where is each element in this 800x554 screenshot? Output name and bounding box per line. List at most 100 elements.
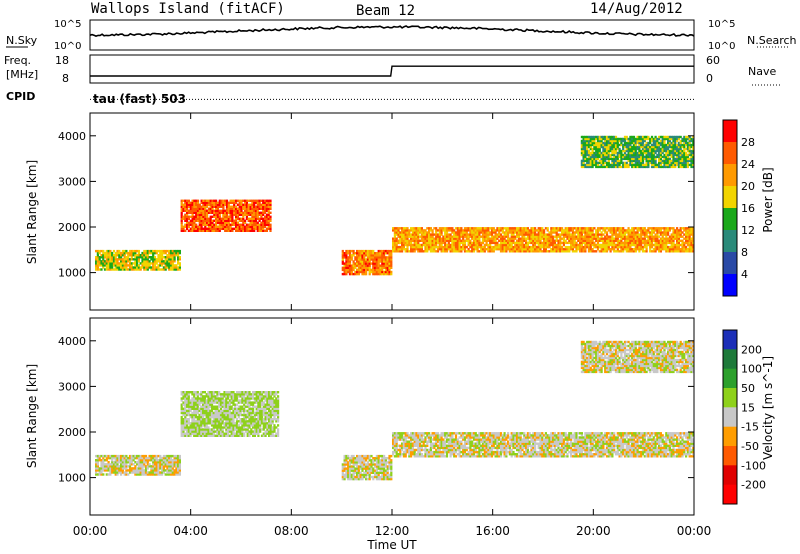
echo-cell <box>548 233 551 236</box>
echo-cell <box>235 211 238 214</box>
echo-cell <box>638 141 641 145</box>
echo-cell <box>417 231 420 234</box>
echo-cell <box>144 262 148 265</box>
cpid-label: CPID <box>6 90 35 103</box>
echo-cell <box>645 135 648 139</box>
echo-cell <box>116 262 119 265</box>
echo-cell <box>136 456 139 460</box>
echo-cell <box>134 258 137 261</box>
echo-cell <box>144 260 148 263</box>
echo-cell <box>616 157 619 161</box>
echo-cell <box>442 229 445 232</box>
echo-cell <box>180 221 183 224</box>
echo-cell <box>552 227 555 230</box>
echo-cell <box>548 237 551 240</box>
echo-cell <box>613 145 616 149</box>
echo-cell <box>193 415 196 419</box>
echo-cell <box>632 243 636 247</box>
echo-cell <box>377 262 380 265</box>
echo-cell <box>253 217 256 220</box>
echo-cell <box>595 229 598 232</box>
echo-cell <box>207 428 210 431</box>
echo-cell <box>189 430 192 433</box>
echo-cell <box>582 229 585 232</box>
echo-cell <box>641 143 645 147</box>
echo-cell <box>649 159 652 163</box>
echo-cell <box>184 201 187 204</box>
echo-cell <box>98 262 101 265</box>
echo-cell <box>159 268 162 271</box>
echo-cell <box>685 137 688 141</box>
echo-cell <box>236 217 239 220</box>
echo-cell <box>510 231 513 234</box>
echo-cell <box>598 151 601 155</box>
echo-cell <box>607 161 610 165</box>
echo-cell <box>625 141 628 145</box>
echo-cell <box>595 143 598 147</box>
echo-cell <box>649 151 652 155</box>
echo-cell <box>393 233 396 236</box>
echo-cell <box>112 260 116 263</box>
echo-cell <box>107 467 110 470</box>
echo-cell <box>171 471 174 474</box>
echo-cell <box>193 221 196 224</box>
echo-cell <box>505 235 508 238</box>
echo-cell <box>604 159 607 163</box>
echo-cell <box>623 229 627 232</box>
echo-cell <box>627 229 630 232</box>
echo-cell <box>659 245 662 249</box>
echo-cell <box>379 264 382 267</box>
echo-cell <box>420 248 423 251</box>
echo-cell <box>471 235 474 238</box>
echo-cell <box>262 227 265 230</box>
echo-cell <box>688 237 691 240</box>
echo-cell <box>589 233 592 236</box>
echo-cell <box>553 248 556 251</box>
echo-cell <box>211 205 214 208</box>
echo-cell <box>593 139 596 143</box>
echo-cell <box>462 237 465 240</box>
echo-cell <box>157 463 160 466</box>
echo-cell <box>120 456 123 460</box>
echo-cell <box>481 241 485 245</box>
echo-cell <box>656 147 659 151</box>
echo-cell <box>625 241 628 245</box>
echo-cell <box>381 266 384 269</box>
echo-cell <box>125 258 128 261</box>
echo-cell <box>625 155 628 159</box>
echo-cell <box>668 241 671 245</box>
echo-cell <box>189 426 192 429</box>
echo-cell <box>607 237 610 240</box>
echo-cell <box>602 237 605 240</box>
echo-cell <box>595 151 598 155</box>
echo-cell <box>589 165 592 169</box>
echo-cell <box>193 422 196 425</box>
echo-cell <box>534 229 537 232</box>
echo-cell <box>150 262 153 265</box>
echo-cell <box>541 229 544 232</box>
noise-panel-frame <box>89 19 695 51</box>
echo-cell <box>379 260 382 263</box>
echo-cell <box>582 250 585 253</box>
echo-cell <box>189 203 192 206</box>
echo-cell <box>184 215 187 218</box>
echo-cell <box>677 248 680 251</box>
echo-cell <box>166 463 169 466</box>
echo-cell <box>155 262 158 265</box>
echo-cell <box>150 258 153 261</box>
echo-cell <box>474 235 477 238</box>
echo-cell <box>658 153 661 157</box>
echo-cell <box>207 209 210 212</box>
echo-cell <box>611 161 614 165</box>
echo-cell <box>586 245 589 249</box>
echo-cell <box>229 225 232 228</box>
echo-cell <box>584 243 587 247</box>
echo-cell <box>507 241 510 245</box>
echo-cell <box>508 245 511 249</box>
echo-cell <box>178 266 181 269</box>
echo-cell <box>681 227 684 230</box>
echo-cell <box>363 256 366 259</box>
echo-cell <box>422 241 425 245</box>
echo-cell <box>559 235 562 238</box>
